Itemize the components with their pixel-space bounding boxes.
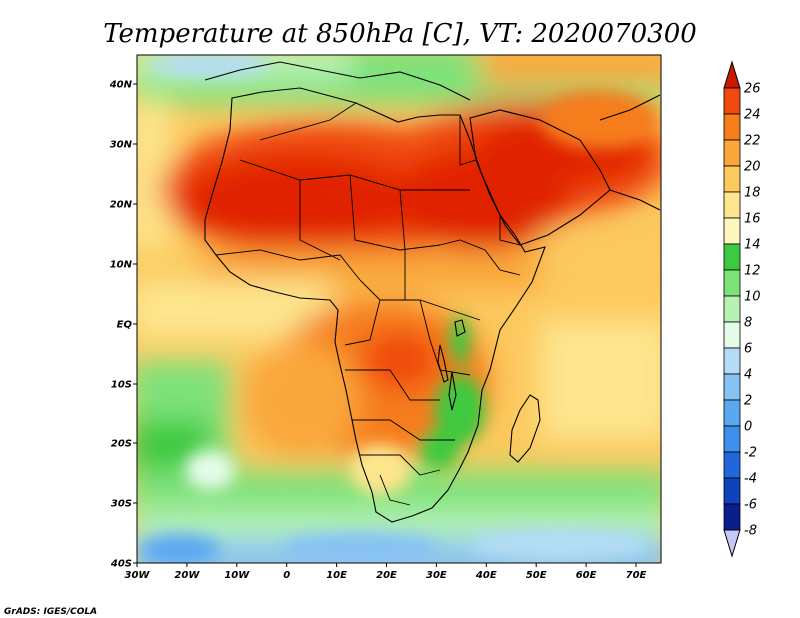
- x-tick-label: 30W: [125, 570, 151, 581]
- x-tick-label: 10E: [326, 570, 347, 581]
- colorbar-label: 26: [744, 82, 761, 97]
- colorbar-label: 18: [744, 186, 761, 201]
- x-tick-label: 40E: [475, 570, 497, 581]
- x-tick-label: 10W: [224, 570, 250, 581]
- colorbar-label: 8: [744, 316, 752, 331]
- colorbar-label: 6: [744, 342, 752, 357]
- colorbar-top-arrow: [723, 60, 741, 89]
- colorbar-segment: [723, 425, 741, 453]
- y-tick-label: 20S: [111, 439, 132, 450]
- colorbar-segment: [723, 451, 741, 479]
- x-tick-label: 60E: [576, 570, 597, 581]
- colorbar-label: -6: [744, 498, 757, 513]
- x-tick-label: 0: [283, 570, 290, 581]
- colorbar-segment: [723, 295, 741, 323]
- x-tick-label: 20E: [376, 570, 397, 581]
- credit-text: GrADS: IGES/COLA: [4, 607, 97, 617]
- coastline-overlay: [204, 61, 661, 523]
- y-tick-label: 10N: [110, 260, 133, 271]
- colorbar-segment: [723, 139, 741, 167]
- colorbar-label: 12: [744, 264, 761, 279]
- colorbar-label: 0: [744, 420, 752, 435]
- colorbar-label: -4: [744, 472, 757, 487]
- x-tick-label: 20W: [174, 570, 200, 581]
- y-tick-label: EQ: [117, 320, 133, 331]
- y-tick-label: 30N: [110, 140, 133, 151]
- country-borders: [215, 102, 521, 506]
- colorbar-segment: [723, 477, 741, 505]
- x-tick-label: 50E: [526, 570, 547, 581]
- colorbar-label: 24: [744, 108, 761, 123]
- map-title: Temperature at 850hPa [C], VT: 202007030…: [103, 19, 697, 49]
- colorbar-segment: [723, 399, 741, 427]
- colorbar-segment: [723, 191, 741, 219]
- colorbar-label: 10: [744, 290, 761, 305]
- colorbar-segment: [723, 243, 741, 271]
- colorbar-label: 16: [744, 212, 761, 227]
- colorbar-segment: [723, 503, 741, 531]
- temperature-field: [137, 55, 661, 563]
- colorbar-segment: [723, 113, 741, 141]
- colorbar-segment: [723, 87, 741, 115]
- colorbar-label: 20: [744, 160, 761, 175]
- colorbar-label: 22: [744, 134, 761, 149]
- y-tick-label: 40S: [110, 559, 132, 570]
- colorbar-label: -8: [744, 524, 757, 539]
- colorbar-segment: [723, 347, 741, 375]
- colorbar-segment: [723, 373, 741, 401]
- colorbar-label: 14: [744, 238, 761, 253]
- longitude-axis: 30W 20W 10W 0 10E 20E 30E 40E 50E 60E 70E: [125, 563, 647, 581]
- map-frame: [136, 54, 662, 564]
- colorbar-label: -2: [744, 446, 757, 461]
- colorbar-segment: [723, 269, 741, 297]
- y-tick-label: 40N: [109, 80, 133, 91]
- colorbar-segment: [723, 217, 741, 245]
- x-tick-label: 70E: [626, 570, 647, 581]
- colorbar-bottom-arrow: [723, 529, 741, 558]
- colorbar-segment: [723, 321, 741, 349]
- latitude-axis: 40N 30N 20N 10N EQ 10S 20S 30S 40S: [109, 80, 137, 570]
- y-tick-label: 30S: [111, 499, 132, 510]
- colorbar-label: 4: [744, 368, 752, 383]
- y-tick-label: 20N: [110, 200, 133, 211]
- colorbar-label: 2: [744, 394, 752, 409]
- colorbar-segment: [723, 165, 741, 193]
- y-tick-label: 10S: [111, 380, 132, 391]
- x-tick-label: 30E: [426, 570, 447, 581]
